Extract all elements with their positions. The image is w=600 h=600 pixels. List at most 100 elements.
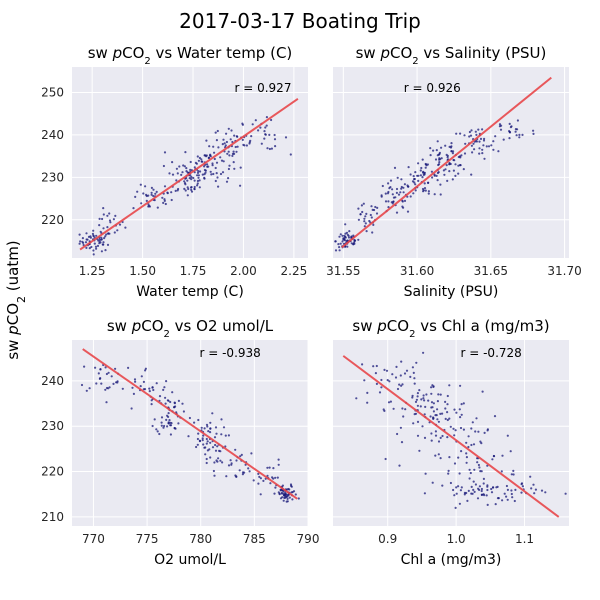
data-point xyxy=(432,417,435,420)
data-point xyxy=(476,461,479,464)
data-point xyxy=(238,469,241,472)
data-point xyxy=(399,374,402,377)
data-point xyxy=(107,371,110,374)
data-point xyxy=(427,399,430,402)
data-point xyxy=(281,484,284,487)
data-point xyxy=(220,418,223,421)
data-point xyxy=(80,383,84,387)
data-point xyxy=(265,116,268,119)
data-point xyxy=(242,143,245,146)
data-point xyxy=(184,151,187,154)
data-point xyxy=(114,367,117,370)
data-point xyxy=(205,457,208,461)
data-point xyxy=(297,497,300,500)
data-point xyxy=(144,367,147,370)
data-point xyxy=(470,173,473,176)
data-point xyxy=(346,245,349,248)
data-point xyxy=(176,189,179,192)
data-point xyxy=(359,213,362,216)
data-point xyxy=(424,189,427,192)
data-point xyxy=(213,461,216,464)
data-point xyxy=(419,174,422,177)
data-point xyxy=(334,240,337,243)
data-point xyxy=(437,393,440,396)
data-point xyxy=(400,187,403,190)
data-point xyxy=(145,199,148,202)
data-point xyxy=(477,430,480,433)
data-point xyxy=(454,429,457,432)
data-point xyxy=(223,142,226,145)
data-point xyxy=(446,418,449,422)
data-point xyxy=(341,240,344,243)
data-point xyxy=(116,381,119,384)
data-point xyxy=(209,421,212,424)
data-point xyxy=(423,492,426,495)
data-point xyxy=(369,213,372,217)
data-point xyxy=(151,386,154,389)
data-point xyxy=(286,497,289,500)
data-point xyxy=(181,171,184,174)
data-point xyxy=(437,453,440,456)
data-point xyxy=(193,185,196,189)
data-point xyxy=(252,479,255,482)
data-point xyxy=(514,488,517,491)
data-point xyxy=(444,407,447,410)
data-point xyxy=(85,238,88,241)
data-point xyxy=(387,401,391,404)
data-point xyxy=(234,145,237,149)
data-point xyxy=(495,486,498,489)
data-point xyxy=(211,412,214,415)
data-point xyxy=(375,364,378,368)
data-point xyxy=(462,428,465,431)
data-point xyxy=(416,420,420,423)
data-point xyxy=(529,475,532,478)
data-point xyxy=(231,140,234,144)
data-point xyxy=(215,139,218,142)
x-axis-label: Chl a (mg/m3) xyxy=(401,552,502,568)
scatter-panel: 31.55 31.60 31.65 31.70 Salinity (PSU) sw pCO… xyxy=(326,44,582,300)
data-point xyxy=(518,133,521,136)
data-point xyxy=(290,491,293,494)
data-point xyxy=(508,122,511,125)
data-point xyxy=(401,200,404,203)
data-point xyxy=(245,144,248,147)
data-point xyxy=(400,185,403,189)
data-point xyxy=(458,502,461,505)
data-point xyxy=(214,166,217,170)
data-point xyxy=(232,161,235,164)
data-point xyxy=(469,134,473,137)
data-point xyxy=(439,412,442,415)
data-point xyxy=(479,137,483,140)
data-point xyxy=(174,189,177,192)
data-point xyxy=(268,147,271,151)
data-point xyxy=(414,183,417,186)
data-point xyxy=(476,497,480,500)
data-point xyxy=(357,218,360,221)
data-point xyxy=(291,498,294,501)
data-point xyxy=(453,462,457,465)
data-point xyxy=(219,156,222,159)
x-tick-label: 2.25 xyxy=(281,264,308,278)
data-point xyxy=(257,482,260,485)
data-point xyxy=(502,138,505,141)
data-point xyxy=(214,131,217,134)
data-point xyxy=(150,186,153,189)
x-tick-label: 1.75 xyxy=(180,264,207,278)
data-point xyxy=(426,163,429,166)
data-point xyxy=(250,135,253,138)
data-point xyxy=(224,434,227,437)
data-point xyxy=(198,156,201,160)
data-point xyxy=(434,430,437,433)
data-point xyxy=(473,490,476,493)
data-point xyxy=(399,191,402,194)
data-point xyxy=(227,167,230,171)
data-point xyxy=(193,166,196,169)
data-point xyxy=(198,439,201,442)
data-point xyxy=(490,487,493,491)
data-point xyxy=(101,243,104,246)
data-point xyxy=(418,449,421,452)
data-point xyxy=(144,185,147,188)
data-point xyxy=(85,232,88,235)
data-point xyxy=(439,183,442,186)
